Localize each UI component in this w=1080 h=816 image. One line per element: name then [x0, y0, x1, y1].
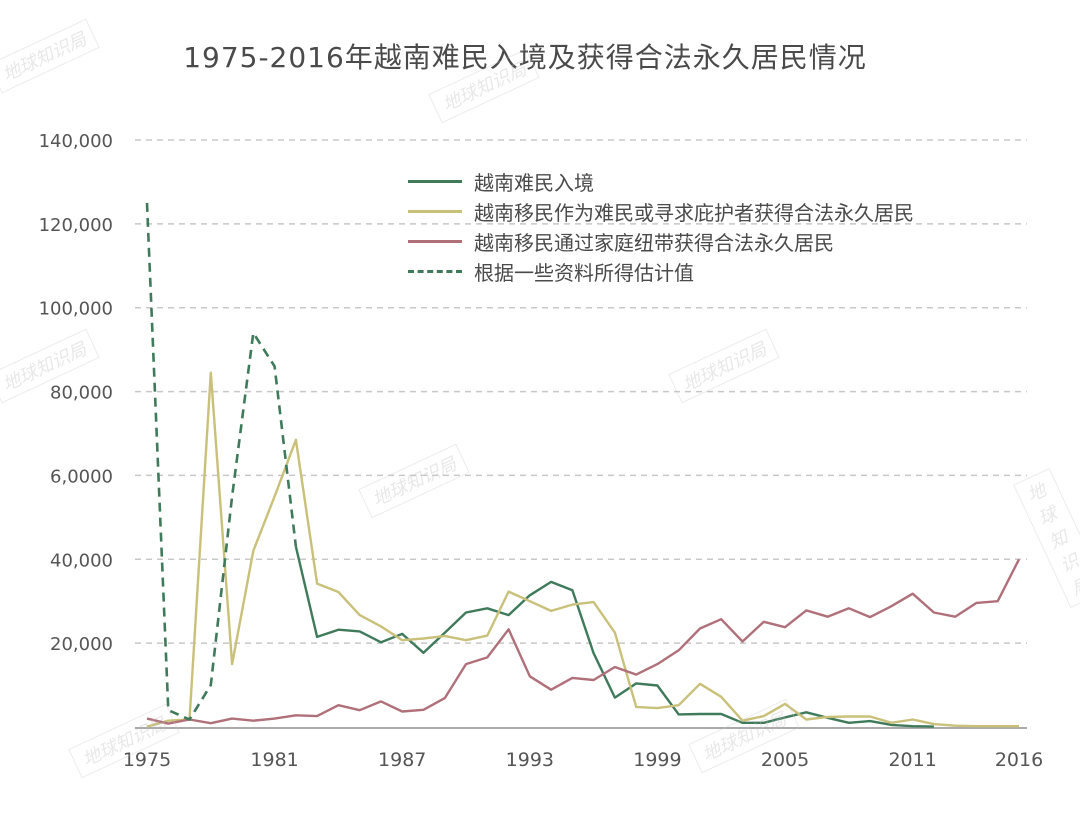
- legend-label: 根据一些资料所得估计值: [474, 260, 694, 285]
- legend-label: 越南移民通过家庭纽带获得合法永久居民: [474, 230, 834, 255]
- series-lines: [145, 202, 1021, 728]
- x-axis-ticks: 1975 1981 1987 1993 1999 2005 2011 2016: [123, 749, 1043, 771]
- x-tick-label: 1987: [378, 749, 426, 771]
- y-tick-label: 100,000: [39, 299, 113, 320]
- legend-swatch-solid-yellow-icon: [408, 209, 462, 213]
- legend-swatch-solid-green-icon: [408, 179, 462, 183]
- x-tick-label: 1993: [506, 749, 554, 771]
- y-tick-label: 20,000: [50, 634, 113, 655]
- legend-label: 越南难民入境: [474, 170, 594, 195]
- series-line-refugee_lpr: [146, 371, 1019, 728]
- x-tick-label: 2016: [995, 749, 1043, 771]
- y-axis-ticks: 140,000 120,000 100,000 80,000 6,0000 40,000 2…: [39, 131, 113, 655]
- legend-item-family-lpr: 越南移民通过家庭纽带获得合法永久居民: [408, 226, 914, 256]
- y-tick-label: 6,0000: [50, 466, 113, 487]
- legend-item-refugee-lpr: 越南移民作为难民或寻求庇护者获得合法永久居民: [408, 196, 914, 226]
- x-tick-label: 2005: [761, 749, 809, 771]
- chart-title: 1975-2016年越南难民入境及获得合法永久居民情况: [183, 41, 867, 74]
- legend-item-estimate: 根据一些资料所得估计值: [408, 256, 914, 286]
- x-tick-label: 1981: [250, 749, 298, 771]
- legend-swatch-solid-red-icon: [408, 239, 462, 243]
- x-tick-label: 2011: [888, 749, 936, 771]
- series-line-family_lpr: [146, 558, 1021, 725]
- legend-label: 越南移民作为难民或寻求庇护者获得合法永久居民: [474, 200, 914, 225]
- y-tick-label: 140,000: [39, 131, 113, 152]
- series-line-estimate: [145, 202, 298, 721]
- y-tick-label: 40,000: [50, 550, 113, 571]
- legend: 越南难民入境 越南移民作为难民或寻求庇护者获得合法永久居民 越南移民通过家庭纽带…: [408, 166, 914, 286]
- legend-item-arrivals: 越南难民入境: [408, 166, 914, 196]
- y-tick-label: 120,000: [39, 215, 113, 236]
- x-tick-label: 1999: [633, 749, 681, 771]
- x-tick-label: 1975: [123, 749, 171, 771]
- y-tick-label: 80,000: [50, 383, 113, 404]
- legend-swatch-dashed-green-icon: [408, 269, 462, 273]
